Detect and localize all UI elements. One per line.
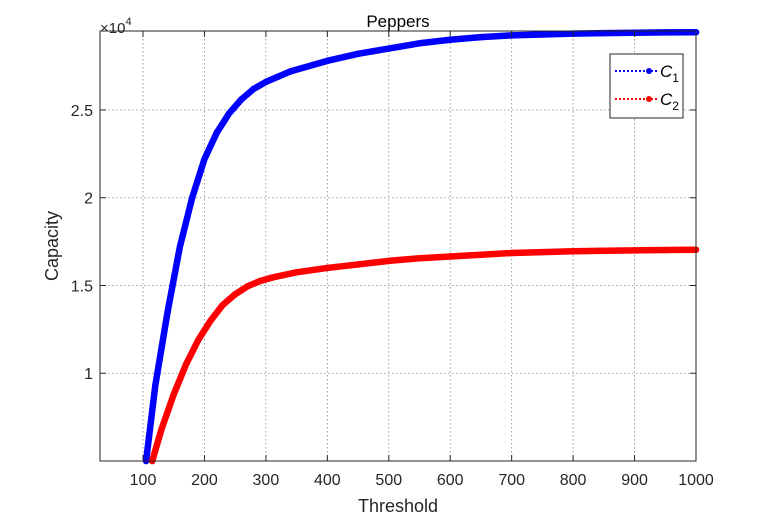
series-layer bbox=[142, 28, 700, 465]
series-line-2 bbox=[148, 246, 700, 465]
data-point bbox=[164, 308, 171, 316]
x-tick-label: 1000 bbox=[678, 472, 714, 489]
legend-marker-2 bbox=[646, 96, 652, 102]
x-tick-label: 900 bbox=[621, 472, 648, 489]
series-line-1 bbox=[142, 28, 700, 465]
x-tick-label: 700 bbox=[498, 472, 525, 489]
legend-label-subscript: 1 bbox=[672, 71, 679, 85]
data-point bbox=[158, 426, 165, 433]
x-tick-label: 200 bbox=[191, 472, 218, 489]
data-point bbox=[508, 249, 515, 257]
y-tick-label: 1.5 bbox=[71, 278, 93, 295]
data-point bbox=[219, 301, 227, 308]
legend-label-name: C bbox=[660, 62, 673, 81]
data-point bbox=[416, 40, 423, 47]
legend-label-2: C2 bbox=[660, 90, 679, 113]
legend-label-name: C bbox=[660, 90, 673, 109]
data-point bbox=[274, 73, 282, 80]
x-tick-label: 300 bbox=[253, 472, 280, 489]
data-point bbox=[416, 255, 423, 262]
data-point bbox=[385, 45, 392, 52]
plot-frame bbox=[99, 30, 697, 462]
x-tick-label: 400 bbox=[314, 472, 341, 489]
data-point bbox=[447, 36, 454, 43]
legend-label-subscript: 2 bbox=[672, 99, 679, 113]
data-point bbox=[662, 29, 669, 36]
data-point bbox=[262, 78, 270, 86]
data-point bbox=[238, 96, 245, 103]
data-point bbox=[268, 274, 276, 281]
data-point bbox=[231, 291, 239, 298]
data-point bbox=[569, 248, 577, 255]
y-exponent-label: ×104 bbox=[100, 16, 132, 37]
data-point bbox=[539, 248, 546, 256]
legend-box bbox=[609, 53, 684, 119]
data-point bbox=[201, 155, 208, 163]
y-exponent-base: ×10 bbox=[100, 20, 125, 37]
y-axis-label: Capacity bbox=[42, 211, 62, 281]
data-point bbox=[662, 246, 669, 254]
data-point bbox=[324, 57, 331, 65]
data-point bbox=[477, 251, 485, 258]
data-point bbox=[354, 50, 362, 58]
x-tick-label: 100 bbox=[130, 472, 157, 489]
data-point bbox=[600, 29, 608, 37]
chart-title: Peppers bbox=[366, 12, 429, 31]
data-point bbox=[213, 129, 220, 136]
data-point bbox=[539, 31, 546, 38]
x-axis: 100 200 300 400 500 600 700 800 900 1000 bbox=[130, 31, 714, 489]
data-point bbox=[293, 269, 300, 276]
data-point bbox=[170, 391, 177, 398]
data-point bbox=[250, 85, 257, 93]
data-point bbox=[188, 194, 196, 201]
data-point bbox=[256, 277, 263, 285]
legend-marker-1 bbox=[646, 68, 652, 74]
data-point bbox=[324, 264, 331, 272]
data-point bbox=[385, 257, 392, 265]
data-point bbox=[182, 361, 190, 368]
y-tick-label: 2.5 bbox=[71, 103, 93, 120]
data-point bbox=[207, 317, 214, 324]
data-point bbox=[244, 283, 251, 290]
data-point bbox=[311, 61, 319, 68]
data-point bbox=[354, 261, 362, 268]
grid bbox=[100, 31, 697, 461]
legend-label-1: C1 bbox=[660, 62, 679, 85]
data-point bbox=[225, 110, 233, 117]
x-tick-label: 600 bbox=[437, 472, 464, 489]
data-point bbox=[195, 336, 202, 344]
data-point bbox=[447, 253, 454, 260]
data-point bbox=[176, 243, 184, 251]
data-point bbox=[477, 33, 485, 41]
data-point bbox=[152, 382, 159, 389]
data-point bbox=[631, 247, 638, 254]
y-axis: 1 1.5 2 2.5 bbox=[71, 103, 696, 383]
x-axis-label: Threshold bbox=[358, 496, 438, 516]
plot-background bbox=[100, 31, 696, 461]
data-point bbox=[281, 271, 288, 279]
y-tick-label: 2 bbox=[84, 191, 93, 208]
data-point bbox=[600, 247, 608, 254]
x-tick-label: 800 bbox=[560, 472, 587, 489]
x-tick-label: 500 bbox=[375, 472, 402, 489]
y-exponent-power: 4 bbox=[125, 16, 131, 28]
data-point bbox=[299, 64, 306, 72]
y-tick-label: 1 bbox=[84, 366, 93, 383]
data-point bbox=[287, 68, 294, 75]
